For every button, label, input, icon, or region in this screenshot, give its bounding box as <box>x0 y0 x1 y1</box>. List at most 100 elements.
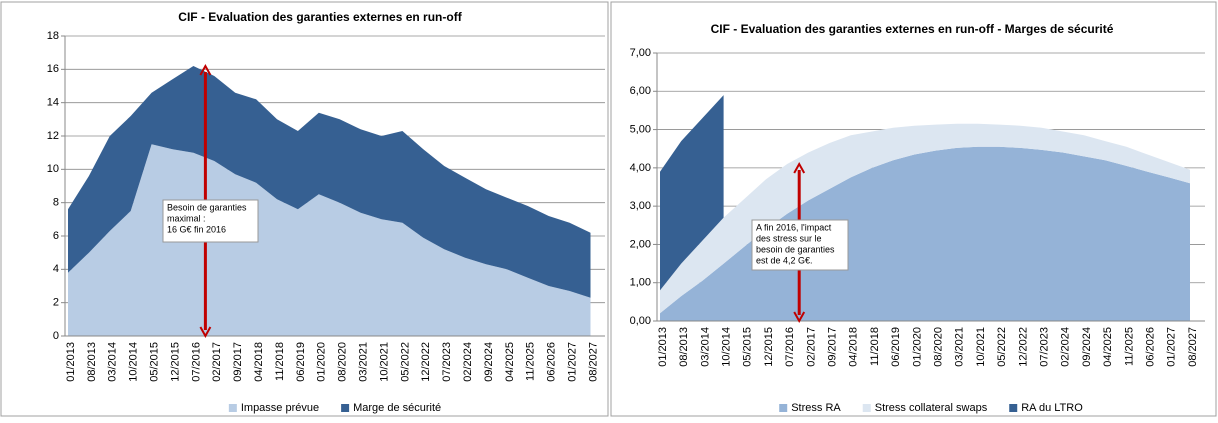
y-tick-label: 2,00 <box>630 238 651 250</box>
annotation-text: A fin 2016, l'impact <box>756 222 832 232</box>
x-tick-label: 09/2024 <box>483 342 495 382</box>
x-tick-label: 09/2017 <box>232 342 244 382</box>
x-tick-label: 10/2014 <box>721 327 733 367</box>
x-tick-label: 08/2027 <box>1187 327 1199 367</box>
legend-swatch <box>1009 404 1018 412</box>
x-tick-label: 11/2025 <box>1123 327 1135 366</box>
y-tick-label: 7,00 <box>630 47 651 59</box>
x-tick-label: 04/2018 <box>848 327 860 367</box>
annotation-text: maximal : <box>167 213 206 223</box>
legend-label: Marge de sécurité <box>353 402 441 414</box>
x-tick-label: 08/2013 <box>678 327 690 367</box>
legend-swatch <box>341 404 350 412</box>
legend: Stress RA Stress collateral swaps RA du LT… <box>779 402 1083 414</box>
x-tick-label: 05/2015 <box>742 327 754 367</box>
x-tick-label: 05/2022 <box>996 327 1008 367</box>
x-tick-label: 06/2026 <box>1145 327 1157 367</box>
x-tick-label: 06/2026 <box>546 342 558 382</box>
y-tick-label: 5,00 <box>630 123 651 135</box>
legend: Impasse prévue Marge de sécurité <box>228 402 441 414</box>
chart-title: CIF - Evaluation des garanties externes … <box>178 10 462 24</box>
x-tick-label: 12/2022 <box>420 342 432 382</box>
legend-swatch <box>228 404 237 412</box>
x-tick-label: 09/2017 <box>827 327 839 367</box>
x-tick-label: 05/2015 <box>149 342 161 382</box>
x-tick-label: 12/2015 <box>763 327 775 367</box>
annotation-text: besoin de garanties <box>756 244 835 254</box>
x-tick-label: 04/2018 <box>253 342 265 382</box>
x-tick-label: 06/2019 <box>890 327 902 367</box>
annotation-text: est de 4,2 G€. <box>756 255 813 265</box>
area <box>660 123 1190 314</box>
y-tick-label: 18 <box>47 30 59 42</box>
x-tick-label: 07/2016 <box>784 327 796 367</box>
x-tick-label: 10/2021 <box>378 342 390 382</box>
arrow-head <box>199 326 212 339</box>
x-tick-label: 09/2024 <box>1081 327 1093 367</box>
panel-border <box>0 1 609 417</box>
x-tick-label: 07/2023 <box>441 342 453 382</box>
x-tick-label: 07/2016 <box>190 342 202 382</box>
arrow-head <box>199 63 212 76</box>
arrow-head <box>793 161 806 174</box>
x-tick-label: 12/2015 <box>169 342 181 382</box>
y-tick-label: 10 <box>47 163 59 175</box>
x-tick-label: 01/2027 <box>567 342 579 382</box>
y-tick-label: 1,00 <box>630 277 651 289</box>
annotation-box <box>162 199 259 243</box>
y-tick-label: 4,00 <box>630 162 651 174</box>
y-tick-label: 0 <box>53 330 59 342</box>
legend-label: Stress RA <box>791 402 841 414</box>
legend-swatch <box>862 404 871 412</box>
x-tick-label: 08/2020 <box>933 327 945 367</box>
x-tick-label: 01/2020 <box>911 327 923 367</box>
y-tick-label: 12 <box>47 130 59 142</box>
legend-swatch <box>779 404 788 412</box>
x-tick-label: 08/2013 <box>86 342 98 382</box>
legend-label: RA du LTRO <box>1021 402 1083 414</box>
y-tick-label: 16 <box>47 63 59 75</box>
x-tick-label: 03/2014 <box>699 327 711 367</box>
legend-label: Impasse prévue <box>241 402 319 414</box>
x-tick-label: 01/2013 <box>657 327 669 367</box>
x-tick-label: 04/2025 <box>504 342 516 382</box>
x-tick-label: 11/2018 <box>274 342 286 381</box>
x-tick-label: 02/2017 <box>211 342 223 382</box>
x-tick-label: 05/2022 <box>399 342 411 382</box>
x-tick-label: 10/2021 <box>975 327 987 367</box>
y-tick-label: 14 <box>47 97 59 109</box>
x-tick-label: 03/2014 <box>107 342 119 382</box>
x-tick-label: 02/2017 <box>805 327 817 367</box>
area <box>660 95 724 291</box>
x-tick-label: 03/2021 <box>358 342 370 382</box>
legend-label: Stress collateral swaps <box>875 402 988 414</box>
x-tick-label: 11/2025 <box>525 342 537 381</box>
annotation-text: Besoin de garanties <box>167 202 247 212</box>
x-tick-label: 11/2018 <box>869 327 881 366</box>
y-tick-label: 3,00 <box>630 200 651 212</box>
annotation-text: des stress sur le <box>756 233 822 243</box>
x-tick-label: 03/2021 <box>954 327 966 367</box>
x-tick-label: 08/2020 <box>337 342 349 382</box>
area <box>68 144 591 336</box>
y-tick-label: 0,00 <box>630 315 651 327</box>
x-tick-label: 01/2027 <box>1166 327 1178 367</box>
y-tick-label: 2 <box>53 297 59 309</box>
area <box>660 146 1190 321</box>
chart-title: CIF - Evaluation des garanties externes … <box>711 22 1114 36</box>
panel-border <box>610 1 1217 417</box>
x-tick-label: 01/2013 <box>65 342 77 382</box>
x-tick-label: 08/2027 <box>587 342 599 382</box>
x-tick-label: 06/2019 <box>295 342 307 382</box>
y-tick-label: 6,00 <box>630 85 651 97</box>
x-tick-label: 02/2024 <box>462 342 474 382</box>
annotation-text: 16 G€ fin 2016 <box>167 224 226 234</box>
x-tick-label: 10/2014 <box>128 342 140 382</box>
annotation-box <box>751 219 849 271</box>
x-tick-label: 12/2022 <box>1017 327 1029 367</box>
area <box>68 66 591 298</box>
y-tick-label: 4 <box>53 263 59 275</box>
y-tick-label: 6 <box>53 230 59 242</box>
arrow-head <box>793 311 806 324</box>
